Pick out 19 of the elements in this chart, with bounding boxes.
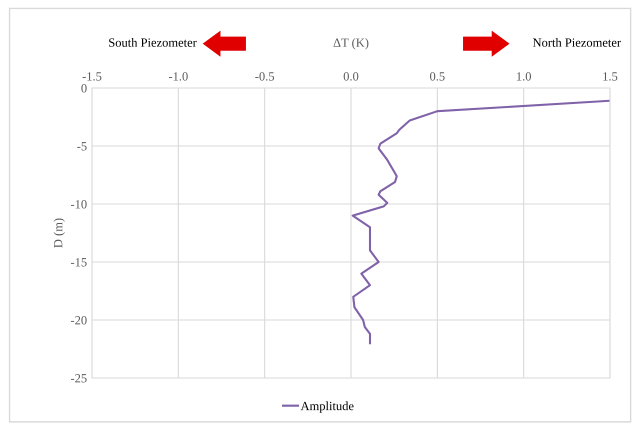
line-series xyxy=(352,100,610,344)
y-tick-label: -20 xyxy=(70,316,87,324)
y-axis-title: D (m) xyxy=(54,218,65,248)
x-tick-label: 0.5 xyxy=(430,72,445,81)
x-tick-label: 1.5 xyxy=(603,72,618,81)
y-tick-label: -5 xyxy=(77,142,87,150)
x-axis-title: ΔT (K) xyxy=(334,38,368,50)
x-tick-label: -0.5 xyxy=(255,72,274,81)
x-tick-label: -1.5 xyxy=(82,72,102,81)
y-tick-label: 0 xyxy=(81,84,87,92)
x-tick-label: 0.0 xyxy=(344,72,358,81)
legend-label: Amplitude xyxy=(300,401,354,413)
text: North Piezometer xyxy=(532,38,621,47)
y-tick-label: -10 xyxy=(70,200,87,208)
text: South Piezometer xyxy=(109,38,197,47)
x-tick-label: 1.0 xyxy=(516,72,532,81)
x-tick-label: -1.0 xyxy=(168,72,188,81)
y-tick-label: -15 xyxy=(70,258,87,266)
y-tick-label: -25 xyxy=(70,374,87,382)
